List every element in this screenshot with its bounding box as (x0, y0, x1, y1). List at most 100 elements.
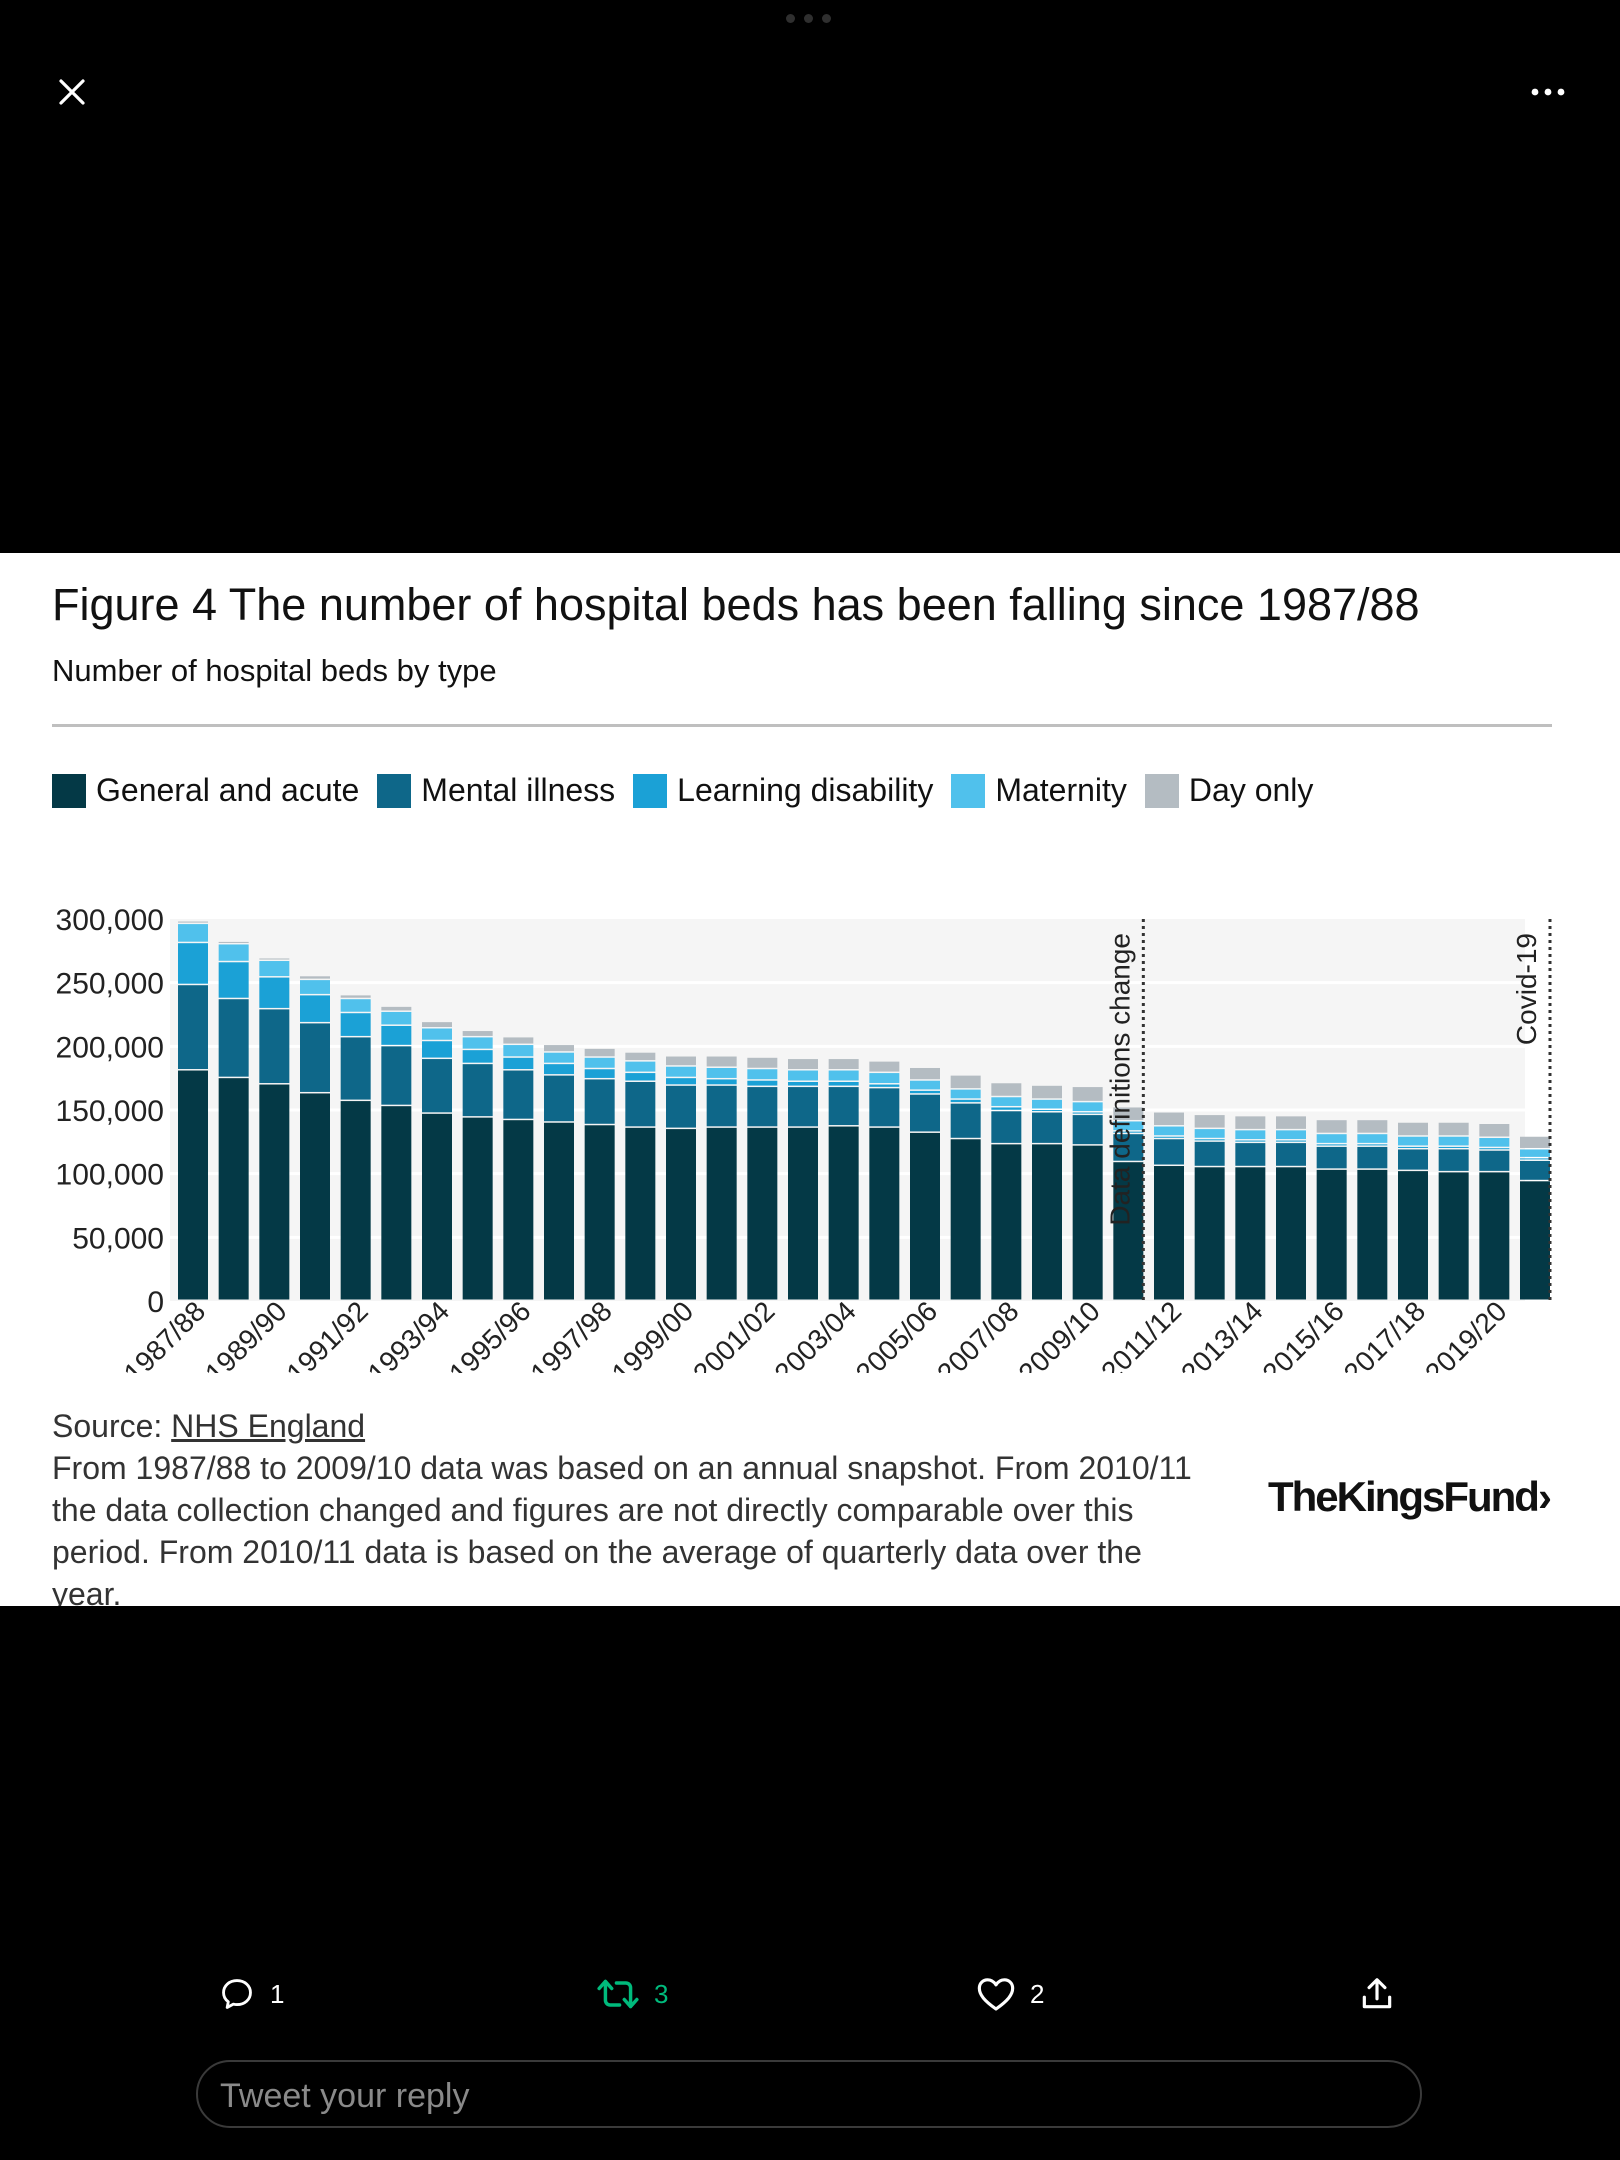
bar-segment-learning-disability (381, 1025, 412, 1045)
bar-segment-mental-illness (1235, 1143, 1266, 1166)
bar-segment-general-and-acute (1072, 1145, 1103, 1300)
bar-segment-day-only (828, 1059, 859, 1070)
bar-segment-general-and-acute (869, 1127, 900, 1300)
x-tick-label: 2007/08 (931, 1295, 1024, 1373)
bar-segment-day-only (1194, 1115, 1225, 1128)
bar-segment-learning-disability (1032, 1110, 1062, 1112)
figure-subtitle: Number of hospital beds by type (52, 653, 497, 688)
bar-segment-general-and-acute (178, 1070, 208, 1300)
bar-segment-maternity (950, 1089, 981, 1099)
bar-segment-learning-disability (1194, 1139, 1225, 1141)
y-tick-label: 150,000 (56, 1095, 164, 1128)
more-options-button[interactable] (1518, 62, 1578, 122)
retweet-icon (597, 1979, 639, 2009)
bar-segment-day-only (218, 941, 249, 943)
bar-segment-general-and-acute (666, 1129, 696, 1300)
bar-segment-maternity (828, 1070, 859, 1081)
x-tick-label: 2019/20 (1419, 1295, 1512, 1373)
bar-segment-maternity (706, 1067, 737, 1078)
bar-segment-general-and-acute (422, 1113, 452, 1300)
legend-swatch (633, 773, 668, 808)
x-tick-label: 2013/14 (1175, 1295, 1268, 1373)
bar-segment-mental-illness (1479, 1150, 1510, 1171)
bar-segment-day-only (625, 1052, 656, 1061)
bar-segment-maternity (910, 1080, 940, 1090)
reply-button[interactable]: 1 (218, 1975, 284, 2013)
bar-segment-general-and-acute (1235, 1167, 1266, 1300)
bar-segment-learning-disability (910, 1090, 940, 1094)
bar-segment-day-only (1032, 1085, 1062, 1099)
bar-segment-maternity (218, 944, 249, 961)
bar-segment-day-only (1520, 1136, 1550, 1148)
bar-segment-mental-illness (950, 1103, 981, 1138)
legend-item-day-only: Day only (1144, 772, 1314, 809)
bar-segment-day-only (1479, 1124, 1510, 1137)
bar-segment-general-and-acute (1276, 1167, 1306, 1300)
like-button[interactable]: 2 (976, 1975, 1044, 2013)
bar-segment-day-only (910, 1067, 940, 1080)
bar-segment-maternity (1032, 1099, 1062, 1109)
bar-segment-general-and-acute (788, 1127, 818, 1300)
x-tick-label: 1999/00 (606, 1295, 699, 1373)
bar-segment-mental-illness (910, 1094, 940, 1132)
bar-segment-mental-illness (1154, 1139, 1184, 1165)
y-tick-label: 100,000 (56, 1159, 164, 1192)
legend-label: General and acute (96, 772, 360, 808)
bar-segment-general-and-acute (747, 1127, 778, 1300)
bar-segment-day-only (1357, 1120, 1388, 1133)
bar-segment-learning-disability (1520, 1158, 1550, 1160)
share-button[interactable] (1358, 1975, 1396, 2013)
reply-input[interactable]: Tweet your reply (196, 2060, 1422, 2128)
bar-segment-mental-illness (1194, 1141, 1225, 1166)
bar-segment-general-and-acute (544, 1122, 574, 1300)
sheet-grabber[interactable] (786, 14, 831, 23)
bar-segment-maternity (1438, 1136, 1469, 1146)
bar-segment-mental-illness (300, 1023, 330, 1092)
heart-icon (977, 1978, 1015, 2011)
y-tick-label: 50,000 (72, 1222, 164, 1255)
legend-swatch (377, 773, 412, 808)
bar-segment-learning-disability (1357, 1144, 1388, 1146)
bar-segment-learning-disability (625, 1073, 656, 1081)
bar-segment-maternity (1113, 1121, 1144, 1131)
bar-segment-general-and-acute (1520, 1181, 1550, 1300)
bar-segment-learning-disability (828, 1081, 859, 1086)
bar-segment-learning-disability (1398, 1146, 1428, 1148)
bar-segment-learning-disability (706, 1079, 737, 1085)
bar-segment-general-and-acute (340, 1101, 371, 1300)
bar-segment-mental-illness (584, 1079, 615, 1124)
legend-label: Day only (1188, 772, 1314, 808)
close-button[interactable] (42, 62, 102, 122)
share-icon (1362, 1978, 1392, 2009)
bar-segment-learning-disability (1154, 1136, 1184, 1138)
tweet-action-bar: 1 3 2 (0, 1975, 1620, 2035)
bar-segment-mental-illness (1520, 1160, 1550, 1180)
bar-segment-day-only (462, 1031, 493, 1036)
bar-segment-maternity (259, 961, 290, 977)
bar-segment-maternity (422, 1028, 452, 1040)
x-tick-label: 2003/04 (768, 1295, 861, 1373)
bar-segment-maternity (340, 999, 371, 1012)
retweet-button[interactable]: 3 (596, 1975, 668, 2013)
bar-segment-mental-illness (666, 1085, 696, 1128)
annotation-label: Data definitions change (1104, 933, 1135, 1226)
bar-segment-mental-illness (1398, 1149, 1428, 1170)
bar-segment-general-and-acute (1154, 1166, 1184, 1300)
bar-segment-learning-disability (1479, 1148, 1510, 1150)
legend-item-general-and-acute: General and acute (52, 772, 359, 809)
bar-segment-maternity (1520, 1149, 1550, 1157)
bar-segment-maternity (178, 924, 208, 942)
bar-segment-general-and-acute (462, 1117, 493, 1300)
retweet-count: 3 (654, 1978, 669, 2009)
bar-segment-general-and-acute (1113, 1162, 1144, 1300)
x-tick-label: 2001/02 (687, 1295, 780, 1373)
legend-item-maternity: Maternity (951, 772, 1127, 809)
bar-segment-mental-illness (706, 1085, 737, 1127)
stacked-bar-chart: 300,000 250,000 200,000 150,000 100,000 50,00… (56, 904, 1552, 1373)
bar-segment-mental-illness (1276, 1143, 1306, 1166)
bar-segment-learning-disability (991, 1107, 1022, 1110)
bar-segment-general-and-acute (259, 1084, 290, 1300)
chart-image: Figure 4 The number of hospital beds has… (0, 553, 1620, 1606)
x-tick-label: 2015/16 (1256, 1295, 1349, 1373)
bar-segment-day-only (381, 1006, 412, 1011)
